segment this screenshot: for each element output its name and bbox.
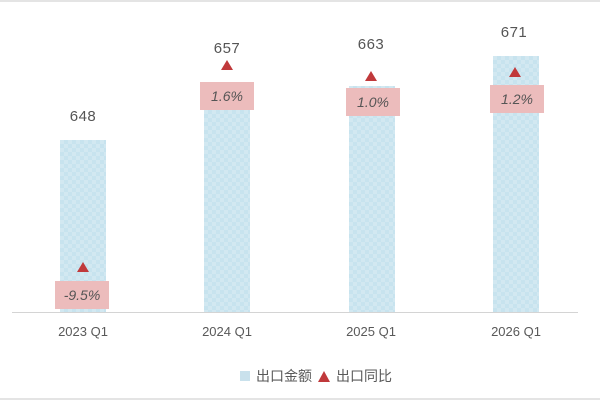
top-border: [0, 0, 600, 2]
square-swatch-icon: [240, 371, 250, 381]
yoy-label-box: 1.2%: [490, 85, 544, 113]
legend-label-export-yoy: 出口同比: [336, 368, 392, 384]
triangle-marker-icon: [365, 71, 377, 81]
chart-legend: 出口金额 出口同比: [240, 366, 392, 386]
bar-2024-q1: [204, 110, 250, 312]
bar-value-label: 648: [69, 108, 97, 125]
triangle-marker-icon: [221, 60, 233, 70]
x-axis-tick-label: 2023 Q1: [58, 324, 108, 339]
bar-2025-q1: [349, 86, 395, 312]
yoy-label-box: 1.0%: [346, 88, 400, 116]
triangle-marker-icon: [509, 67, 521, 77]
triangle-marker-icon: [318, 370, 330, 382]
yoy-label-box: -9.5%: [55, 281, 109, 309]
x-axis-line: [12, 312, 578, 313]
bar-value-label: 657: [213, 40, 241, 57]
x-axis-tick-label: 2024 Q1: [202, 324, 252, 339]
triangle-marker-icon: [77, 262, 89, 272]
yoy-label-box: 1.6%: [200, 82, 254, 110]
bottom-border: [0, 398, 600, 400]
bar-value-label: 671: [500, 24, 528, 41]
legend-label-export-amount: 出口金额: [256, 368, 312, 384]
x-axis-tick-label: 2025 Q1: [346, 324, 396, 339]
bar-value-label: 663: [357, 36, 385, 53]
x-axis-tick-label: 2026 Q1: [491, 324, 541, 339]
